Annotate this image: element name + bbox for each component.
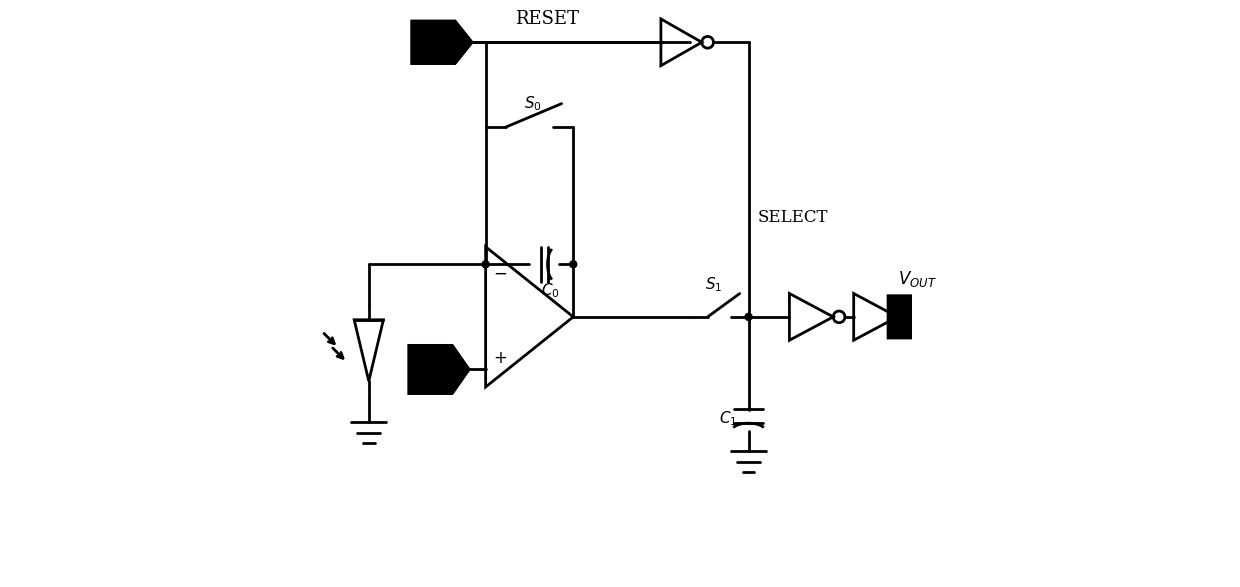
Text: SELECT: SELECT: [758, 209, 828, 226]
Text: $+$: $+$: [494, 349, 507, 367]
Text: $-$: $-$: [494, 264, 507, 282]
Text: $S_0$: $S_0$: [523, 95, 542, 113]
Text: RESET: RESET: [515, 10, 579, 28]
Polygon shape: [409, 346, 469, 393]
Text: $S_1$: $S_1$: [704, 275, 722, 294]
Circle shape: [569, 261, 577, 268]
Polygon shape: [413, 22, 471, 63]
Text: $C_0$: $C_0$: [541, 281, 559, 300]
Circle shape: [482, 261, 489, 268]
Polygon shape: [889, 296, 940, 338]
Text: $V_{REF}$: $V_{REF}$: [417, 361, 449, 380]
Circle shape: [745, 313, 751, 321]
Text: $C_1$: $C_1$: [719, 410, 738, 429]
Text: $V_{OUT}$: $V_{OUT}$: [899, 269, 937, 289]
